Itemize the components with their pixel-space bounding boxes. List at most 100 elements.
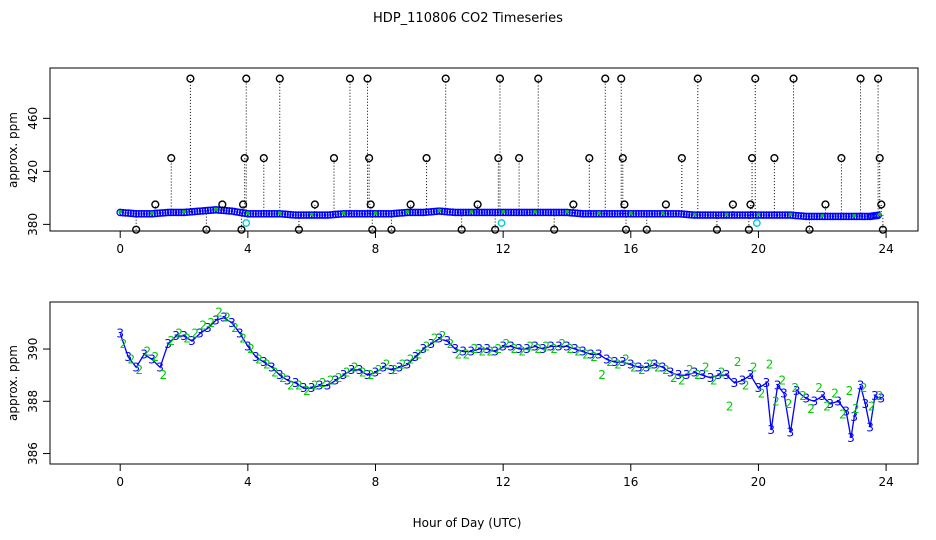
series-2-marker: 2: [694, 368, 702, 382]
baseline-point: [706, 211, 715, 219]
series-2-marker: 2: [439, 329, 447, 343]
baseline-green-point: [341, 211, 346, 215]
baseline-point: [632, 209, 640, 218]
series-2-marker: 2: [343, 366, 351, 380]
top-plot-frame: [49, 67, 919, 232]
outlier-point: [422, 154, 431, 163]
baseline-point: [552, 208, 561, 217]
baseline-point: [658, 209, 667, 218]
series-3-marker: 3: [300, 381, 308, 395]
outlier-point: [875, 154, 884, 163]
baseline-green-point: [597, 211, 601, 215]
baseline-point: [605, 209, 614, 218]
baseline-green-point: [660, 211, 665, 215]
baseline-point: [544, 208, 553, 217]
baseline-point: [334, 210, 343, 219]
baseline-point: [121, 209, 130, 217]
series-2-marker: 2: [128, 352, 136, 366]
outlier-point: [365, 154, 374, 163]
baseline-point: [698, 211, 707, 219]
baseline-point: [483, 208, 491, 217]
series-2-marker: 2: [614, 358, 622, 372]
baseline-green-point: [756, 212, 761, 217]
series-2-marker: 2: [311, 379, 319, 393]
series-3-marker: 3: [834, 394, 842, 408]
baseline-point: [823, 212, 832, 221]
baseline-point: [414, 208, 422, 217]
series-2-marker: 2: [831, 386, 839, 400]
baseline-point: [613, 209, 622, 218]
baseline-point: [664, 209, 672, 218]
baseline-point: [520, 208, 529, 217]
series-3-marker: 3: [188, 334, 196, 348]
series-2-marker: 2: [766, 358, 774, 372]
baseline-point: [810, 212, 819, 221]
baseline-point: [403, 208, 412, 217]
outlier-point: [569, 200, 578, 209]
baseline-point: [169, 208, 178, 217]
series-3-marker: 3: [531, 339, 539, 353]
series-3-marker: 3: [826, 397, 834, 411]
baseline-point: [451, 208, 460, 217]
series-3-marker: 3: [555, 339, 563, 353]
series-3-marker: 3: [364, 368, 372, 382]
baseline-point: [762, 211, 771, 219]
series-3-marker: 3: [499, 339, 507, 353]
series-3-marker: 3: [767, 423, 775, 437]
series-3-marker: 3: [292, 376, 300, 390]
baseline-point: [744, 211, 752, 219]
outlier-point: [240, 154, 249, 163]
baseline-point: [387, 209, 396, 218]
series-3-marker: 3: [324, 379, 332, 393]
baseline-point: [749, 211, 757, 219]
baseline-point: [547, 208, 555, 217]
series-3-marker: 3: [619, 355, 627, 369]
series-2-marker: 2: [183, 332, 191, 346]
series-3-marker: 3: [877, 392, 885, 406]
bottom-plot-frame: [49, 301, 919, 465]
series-3-marker: 3: [857, 379, 865, 393]
series-3-marker: 3: [252, 350, 260, 364]
outlier-point: [747, 154, 757, 163]
series-3-marker: 3: [164, 337, 172, 351]
baseline-point: [515, 208, 523, 217]
baseline-point: [759, 211, 768, 219]
baseline-point: [648, 209, 656, 218]
top-panel: 0 4 8 12 16 20 24 380 420 460 approx. ppm: [6, 67, 919, 256]
series-2-marker: 2: [582, 347, 590, 361]
baseline-green-point: [788, 212, 793, 217]
series-2-marker: 2: [734, 355, 742, 369]
baseline-point: [765, 211, 773, 219]
series-2-marker: 2: [534, 342, 542, 356]
baseline-point: [837, 212, 845, 221]
series-3-marker: 3: [443, 334, 451, 348]
outlier-point: [661, 200, 670, 209]
baseline-green-point: [692, 212, 697, 217]
baseline-point: [576, 209, 585, 218]
baseline-point: [512, 208, 521, 217]
series-2-marker: 2: [839, 407, 847, 421]
baseline-point: [361, 209, 369, 218]
series-3-marker: 3: [196, 326, 204, 340]
baseline-point: [531, 208, 539, 217]
baseline-point: [206, 206, 215, 215]
baseline-point: [419, 208, 428, 217]
baseline-point: [185, 208, 194, 216]
outlier-point: [585, 154, 594, 163]
baseline-point: [712, 211, 720, 219]
baseline-point: [161, 208, 170, 217]
outlier-point: [878, 225, 887, 234]
series-3-marker: 3: [810, 394, 818, 408]
series-2-marker: 2: [191, 326, 199, 340]
series-3-marker: 3: [563, 339, 571, 353]
series-3-marker: 3: [396, 360, 404, 374]
series-3-marker: 3: [739, 373, 747, 387]
series-3-marker: 3: [428, 337, 436, 351]
series-2-marker: 2: [255, 352, 263, 366]
outlier-point: [259, 154, 268, 163]
outlier-point: [202, 225, 211, 234]
outlier-point: [712, 225, 722, 234]
baseline-point: [142, 209, 151, 218]
baseline-green-point: [405, 209, 410, 214]
baseline-point: [488, 208, 497, 217]
